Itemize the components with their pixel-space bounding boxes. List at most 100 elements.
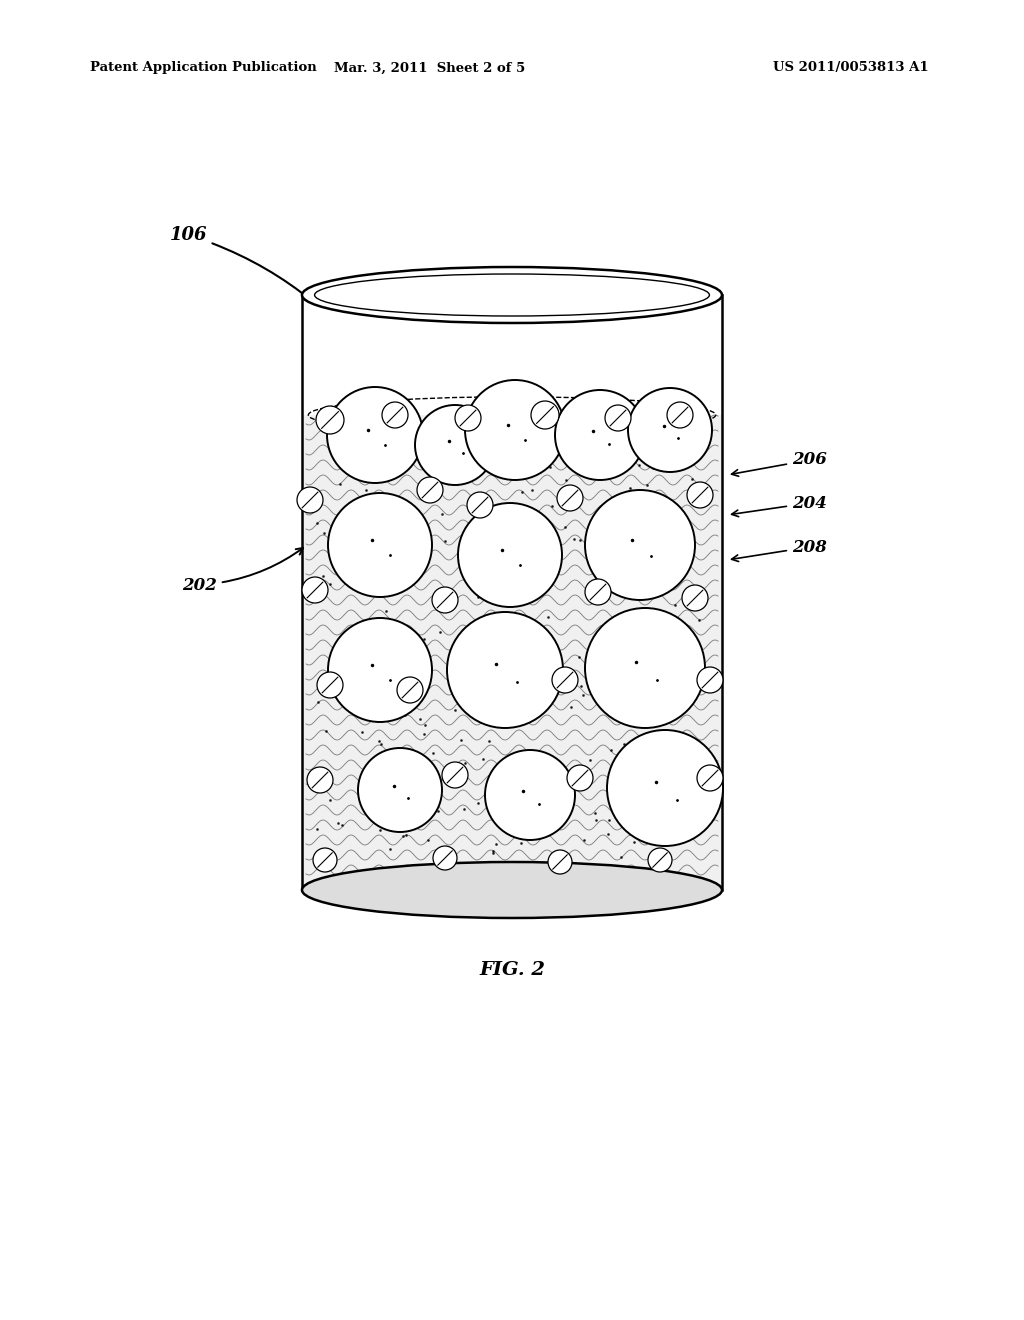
Point — [475, 412, 492, 433]
Point — [570, 647, 587, 668]
Circle shape — [442, 762, 468, 788]
Point — [563, 697, 580, 718]
Point — [456, 799, 472, 820]
Point — [310, 692, 327, 713]
Point — [398, 825, 415, 846]
Point — [378, 601, 394, 622]
Point — [390, 536, 407, 557]
Circle shape — [432, 587, 458, 612]
Point — [653, 422, 670, 444]
Point — [457, 752, 473, 774]
Point — [592, 450, 608, 471]
Circle shape — [302, 577, 328, 603]
Point — [682, 594, 698, 615]
Point — [331, 645, 347, 667]
Point — [397, 704, 414, 725]
Point — [451, 425, 467, 446]
Circle shape — [447, 612, 563, 729]
Point — [652, 791, 669, 812]
Point — [358, 692, 375, 713]
Point — [520, 426, 537, 447]
Point — [493, 455, 509, 477]
Point — [328, 639, 344, 660]
Text: FIG. 2: FIG. 2 — [479, 961, 545, 979]
Circle shape — [415, 405, 495, 484]
Point — [425, 743, 441, 764]
Point — [495, 453, 511, 474]
Point — [382, 838, 398, 859]
Point — [512, 801, 528, 822]
Point — [666, 453, 682, 474]
Circle shape — [555, 389, 645, 480]
Point — [415, 557, 431, 578]
Text: 206: 206 — [731, 451, 826, 477]
Point — [384, 756, 400, 777]
Point — [306, 479, 323, 500]
Point — [401, 688, 418, 709]
Point — [377, 797, 393, 818]
Point — [567, 482, 584, 503]
Point — [505, 494, 521, 515]
Point — [437, 531, 454, 552]
Point — [441, 461, 458, 482]
Point — [315, 565, 332, 586]
Point — [666, 634, 682, 655]
Circle shape — [667, 403, 693, 428]
Point — [651, 568, 668, 589]
Point — [495, 553, 511, 574]
Point — [365, 630, 381, 651]
Point — [645, 458, 662, 479]
Circle shape — [605, 405, 631, 432]
Circle shape — [548, 850, 572, 874]
Point — [416, 628, 432, 649]
Circle shape — [567, 766, 593, 791]
Circle shape — [585, 579, 611, 605]
Point — [373, 733, 389, 754]
Point — [472, 548, 488, 569]
Point — [638, 739, 654, 760]
Point — [453, 760, 469, 781]
Point — [671, 623, 687, 644]
Point — [500, 434, 516, 455]
Point — [607, 502, 624, 523]
Point — [315, 523, 332, 544]
Point — [684, 826, 700, 847]
Point — [624, 515, 640, 536]
Point — [681, 822, 697, 843]
Point — [364, 549, 380, 570]
Circle shape — [327, 387, 423, 483]
Circle shape — [485, 750, 575, 840]
Circle shape — [697, 766, 723, 791]
Circle shape — [316, 407, 344, 434]
Point — [634, 432, 650, 453]
Point — [430, 800, 446, 821]
Point — [309, 512, 326, 533]
Point — [610, 655, 627, 676]
Point — [499, 449, 515, 470]
Point — [487, 833, 504, 854]
Circle shape — [607, 730, 723, 846]
Point — [431, 622, 447, 643]
Point — [449, 474, 465, 495]
Point — [614, 799, 631, 820]
Point — [373, 697, 389, 718]
Point — [622, 540, 638, 561]
Point — [566, 528, 583, 549]
Point — [504, 767, 520, 788]
Point — [532, 671, 549, 692]
Circle shape — [313, 847, 337, 873]
Point — [484, 634, 501, 655]
Point — [639, 475, 655, 496]
Point — [692, 648, 709, 669]
Circle shape — [465, 380, 565, 480]
Point — [557, 516, 573, 537]
Polygon shape — [302, 414, 722, 890]
Point — [697, 805, 714, 826]
Point — [582, 750, 598, 771]
Circle shape — [687, 482, 713, 508]
Circle shape — [397, 677, 423, 704]
Circle shape — [307, 767, 333, 793]
Point — [397, 800, 414, 821]
Text: 202: 202 — [182, 548, 303, 594]
Point — [420, 771, 436, 792]
